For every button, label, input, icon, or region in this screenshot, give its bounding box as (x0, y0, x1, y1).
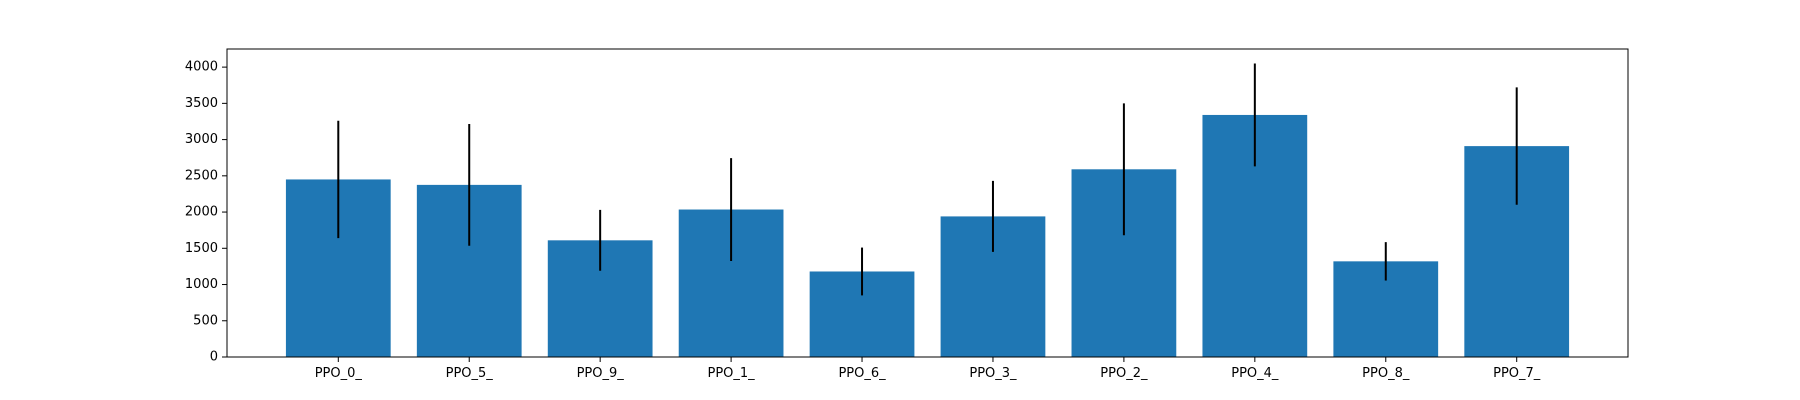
y-tick-label: 1500 (185, 241, 218, 256)
x-tick-label: PPO_8_ (1362, 366, 1410, 381)
x-tick-label: PPO_7_ (1493, 366, 1541, 381)
x-axis-ticks: PPO_0_ PPO_5_ PPO_9_ PPO_1_ PPO_6_ PPO_3_ PPO_… (315, 357, 1541, 381)
bars-layer (286, 115, 1569, 357)
x-tick-label: PPO_2_ (1100, 366, 1148, 381)
y-axis-ticks: 0 500 1000 1500 2000 2500 3000 3500 4000 (185, 60, 227, 365)
y-tick-label: 2500 (185, 168, 218, 183)
x-tick-label: PPO_5_ (446, 366, 494, 381)
x-tick-label: PPO_6_ (838, 366, 886, 381)
y-tick-label: 500 (193, 313, 218, 328)
y-tick-label: 1000 (185, 277, 218, 292)
x-tick-label: PPO_0_ (315, 366, 363, 381)
x-tick-label: PPO_4_ (1231, 366, 1279, 381)
y-tick-label: 3500 (185, 96, 218, 111)
x-tick-label: PPO_1_ (708, 366, 756, 381)
y-tick-label: 0 (210, 350, 218, 365)
x-tick-label: PPO_3_ (969, 366, 1017, 381)
x-tick-label: PPO_9_ (577, 366, 625, 381)
y-tick-label: 3000 (185, 132, 218, 147)
y-tick-label: 2000 (185, 205, 218, 220)
y-tick-label: 4000 (185, 60, 218, 75)
